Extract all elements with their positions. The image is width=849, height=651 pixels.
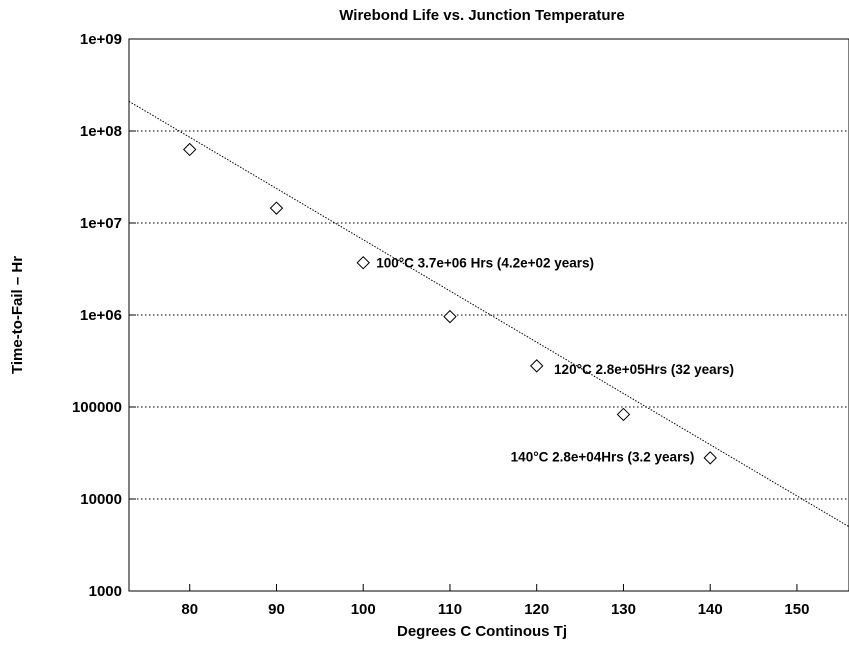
grid-lines — [129, 130, 849, 500]
annotations: 100°C 3.7e+06 Hrs (4.2e+02 years) 120°C 2… — [376, 256, 734, 465]
y-axis-ticks: 1000 10000 100000 1e+06 1e+07 1e+08 1e+09 — [72, 31, 136, 600]
y-tick-label: 100000 — [72, 399, 122, 416]
data-points — [183, 142, 717, 465]
x-tick-label: 100 — [351, 601, 376, 618]
y-tick-label: 10000 — [80, 491, 122, 508]
x-tick-label: 130 — [611, 601, 636, 618]
annotation-label: 100°C 3.7e+06 Hrs (4.2e+02 years) — [376, 256, 594, 271]
chart-title: Wirebond Life vs. Junction Temperature — [339, 7, 624, 24]
x-tick-label: 110 — [438, 601, 462, 618]
data-point-diamond — [183, 142, 197, 157]
annotation-label: 140°C 2.8e+04Hrs (3.2 years) — [511, 449, 695, 464]
x-axis-label: Degrees C Continous Tj — [397, 623, 567, 640]
y-axis-label: Time-to-Fail – Hr — [9, 256, 26, 374]
x-tick-label: 90 — [268, 601, 285, 618]
annotation-label: 120°C 2.8e+05Hrs (32 years) — [554, 362, 734, 377]
data-point-diamond — [703, 451, 717, 465]
x-axis-ticks: 80 90 100 110 120 130 140 150 — [181, 584, 809, 618]
fit-line — [128, 100, 849, 528]
data-point-diamond — [269, 201, 284, 215]
y-tick-label: 1e+09 — [80, 31, 122, 48]
data-point-diamond — [443, 309, 457, 324]
y-tick-label: 1e+08 — [80, 123, 122, 140]
data-point-diamond — [530, 359, 544, 373]
x-tick-label: 140 — [698, 601, 723, 618]
data-point-diamond — [356, 256, 370, 270]
data-point-diamond — [616, 407, 631, 422]
x-tick-label: 80 — [181, 601, 198, 618]
y-tick-label: 1000 — [89, 583, 122, 600]
x-tick-label: 150 — [784, 601, 809, 618]
fit-line-group — [128, 100, 849, 528]
y-tick-label: 1e+06 — [80, 307, 122, 324]
y-tick-label: 1e+07 — [80, 215, 122, 232]
x-tick-label: 120 — [524, 601, 549, 618]
